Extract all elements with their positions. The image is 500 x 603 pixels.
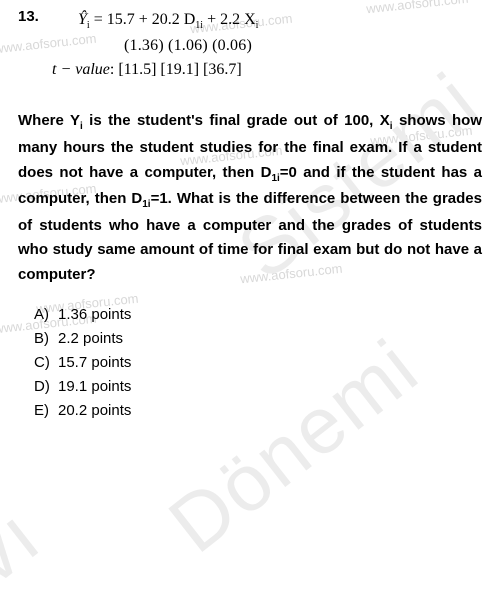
eq-plus-x: + 2.2 X — [203, 11, 256, 28]
t-values-line: t − value: [11.5] [19.1] [36.7] — [52, 58, 482, 83]
question-number: 13. — [18, 8, 39, 25]
t-value-label: t − value — [52, 61, 110, 78]
option-letter: D) — [34, 378, 58, 395]
eq-lhs: Ŷ — [78, 11, 87, 28]
option-text: 20.2 points — [58, 402, 131, 419]
regression-equation: Ŷi = 15.7 + 20.2 D1i + 2.2 Xi — [78, 8, 482, 34]
standard-errors: (1.36) (1.06) (0.06) — [78, 34, 482, 59]
option-text: 1.36 points — [58, 306, 131, 323]
option-c[interactable]: C)15.7 points — [34, 354, 482, 371]
question-body: Where Yi is the student's final grade ou… — [18, 109, 482, 288]
option-text: 15.7 points — [58, 354, 131, 371]
option-b[interactable]: B)2.2 points — [34, 330, 482, 347]
option-d[interactable]: D)19.1 points — [34, 378, 482, 395]
t-values: : [11.5] [19.1] [36.7] — [110, 61, 242, 78]
option-letter: B) — [34, 330, 58, 347]
body-p1: Where Y — [18, 112, 80, 129]
option-letter: C) — [34, 354, 58, 371]
eq-terms: = 15.7 + 20.2 D — [90, 11, 196, 28]
option-text: 2.2 points — [58, 330, 123, 347]
watermark-big: vı — [0, 489, 58, 602]
equation-block: Ŷi = 15.7 + 20.2 D1i + 2.2 Xi (1.36) (1.… — [78, 8, 482, 83]
eq-x-sub: i — [256, 20, 259, 31]
body-d1i-b: 1i — [142, 199, 150, 210]
eq-d-sub: 1i — [195, 20, 203, 31]
question-block: 13. Ŷi = 15.7 + 20.2 D1i + 2.2 Xi (1.36)… — [18, 8, 482, 419]
option-letter: A) — [34, 306, 58, 323]
option-text: 19.1 points — [58, 378, 131, 395]
option-a[interactable]: A)1.36 points — [34, 306, 482, 323]
body-d1i-a: 1i — [271, 173, 279, 184]
options-list: A)1.36 points B)2.2 points C)15.7 points… — [34, 306, 482, 419]
option-e[interactable]: E)20.2 points — [34, 402, 482, 419]
option-letter: E) — [34, 402, 58, 419]
body-p2: is the student's final grade out of 100,… — [83, 112, 390, 129]
